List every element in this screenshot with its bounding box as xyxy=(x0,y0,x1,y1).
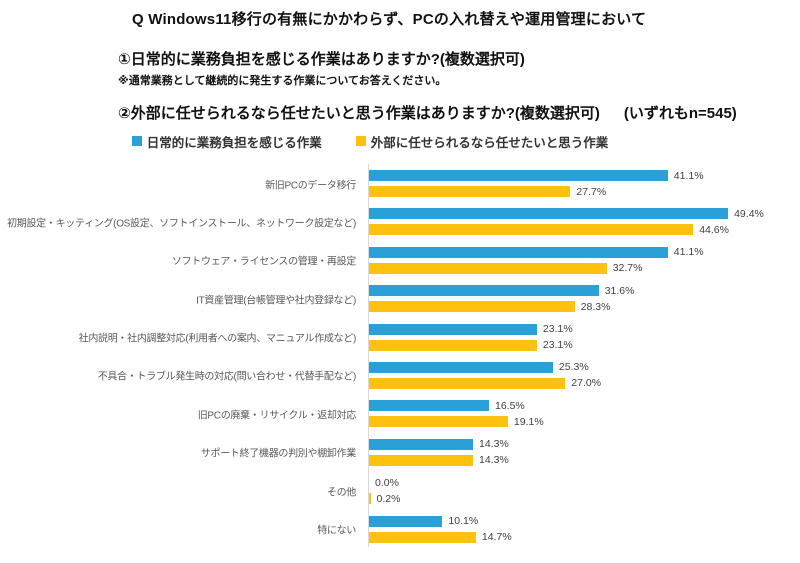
chart-header: Q Windows11移行の有無にかかわらず、PCの入れ替えや運用管理において … xyxy=(118,8,737,123)
bar-pair-row: 49.4% xyxy=(369,207,764,220)
legend-item-series2: 外部に任せられるなら任せたいと思う作業 xyxy=(355,132,609,151)
bar-daily-burden xyxy=(369,208,729,220)
value-label: 32.7% xyxy=(612,262,643,275)
bar-outsource-wish xyxy=(369,377,566,389)
value-label: 14.3% xyxy=(479,454,509,467)
bar-daily-burden xyxy=(369,323,537,335)
value-label: 0.2% xyxy=(376,492,401,505)
bar-daily-burden xyxy=(369,361,553,373)
bar-pair-row: 32.7% xyxy=(369,262,643,275)
category-label: 不具合・トラブル発生時の対応(問い合わせ・代替手配など) xyxy=(97,371,357,383)
value-label: 41.1% xyxy=(673,246,704,259)
sample-size-note: (いずれもn=545) xyxy=(623,105,737,122)
bar-outsource-wish xyxy=(369,262,607,274)
bar-daily-burden xyxy=(369,515,443,527)
question-2: ②外部に任せられるなら任せたいと思う作業はありますか?(複数選択可) xyxy=(118,105,600,122)
value-label: 49.4% xyxy=(734,207,764,220)
bar-pair-row: 14.7% xyxy=(369,531,512,544)
bar-pair-row: 23.1% xyxy=(369,339,573,352)
legend-swatch-icon xyxy=(355,136,366,146)
value-label: 14.3% xyxy=(479,438,509,451)
chart-row: 社内説明・社内調整対応(利用者への案内、マニュアル作成など) 23.1% 23.1% xyxy=(0,323,800,352)
chart-row: 特にない 10.1% 14.7% xyxy=(0,515,800,544)
bar-pair-row: 25.3% xyxy=(369,361,589,374)
bar-daily-burden xyxy=(369,400,489,412)
value-label: 23.1% xyxy=(542,323,573,336)
bar-pair-row: 23.1% xyxy=(369,323,573,336)
chart-legend: 日常的に業務負担を感じる作業 外部に任せられるなら任せたいと思う作業 xyxy=(0,132,800,151)
y-axis-line xyxy=(368,164,369,547)
bar-pair-row: 10.1% xyxy=(369,515,479,528)
chart-row: サポート終了機器の判別や棚卸作業 14.3% 14.3% xyxy=(0,438,800,467)
bar-pair-row: 27.0% xyxy=(369,377,602,390)
bar-outsource-wish xyxy=(369,301,575,313)
bar-outsource-wish xyxy=(369,186,571,197)
bar-daily-burden xyxy=(369,170,668,181)
category-label: ソフトウェア・ライセンスの管理・再設定 xyxy=(171,256,356,268)
bar-outsource-wish xyxy=(369,493,371,505)
category-label: 社内説明・社内調整対応(利用者への案内、マニュアル作成など) xyxy=(78,333,357,345)
bar-pair-row: 14.3% xyxy=(369,454,509,467)
legend-label: 日常的に業務負担を感じる作業 xyxy=(146,135,322,150)
chart-row: ソフトウェア・ライセンスの管理・再設定 41.1% 32.7% xyxy=(0,246,800,275)
value-label: 41.1% xyxy=(673,169,704,182)
bar-chart: 新旧PCのデータ移行 41.1% 27.7% 初期設定・キッティング(OS設定、ソフト… xyxy=(0,164,800,554)
bar-pair-row: 31.6% xyxy=(369,284,635,297)
page-title: Q Windows11移行の有無にかかわらず、PCの入れ替えや運用管理において xyxy=(132,11,647,28)
chart-row: 初期設定・キッティング(OS設定、ソフトインストール、ネットワーク設定など) 49… xyxy=(0,207,800,236)
chart-row: IT資産管理(台帳管理や社内登録など) 31.6% 28.3% xyxy=(0,284,800,313)
bar-outsource-wish xyxy=(369,416,508,428)
legend-item-series1: 日常的に業務負担を感じる作業 xyxy=(131,132,322,151)
bar-pair-row: 41.1% xyxy=(369,169,704,182)
bar-outsource-wish xyxy=(369,454,473,466)
value-label: 16.5% xyxy=(495,399,525,412)
chart-row: 不具合・トラブル発生時の対応(問い合わせ・代替手配など) 25.3% 27.0% xyxy=(0,361,800,390)
chart-row: 新旧PCのデータ移行 41.1% 27.7% xyxy=(0,169,800,198)
bar-outsource-wish xyxy=(369,339,537,351)
value-label: 27.0% xyxy=(571,377,602,390)
value-label: 0.0% xyxy=(375,476,399,489)
bar-pair-row: 16.5% xyxy=(369,399,525,412)
bar-daily-burden xyxy=(369,438,473,450)
legend-swatch-icon xyxy=(131,136,142,146)
chart-row: その他 0.0% 0.2% xyxy=(0,476,800,505)
value-label: 10.1% xyxy=(448,515,479,528)
bar-pair-row: 28.3% xyxy=(369,300,611,313)
value-label: 14.7% xyxy=(481,531,512,544)
value-label: 23.1% xyxy=(542,339,573,352)
bar-pair-row: 41.1% xyxy=(369,246,704,259)
category-label: 旧PCの廃棄・リサイクル・返却対応 xyxy=(197,410,357,422)
legend-label: 外部に任せられるなら任せたいと思う作業 xyxy=(370,135,609,150)
value-label: 28.3% xyxy=(580,300,611,313)
bar-outsource-wish xyxy=(369,531,476,543)
category-label: 初期設定・キッティング(OS設定、ソフトインストール、ネットワーク設定など) xyxy=(7,218,356,230)
bar-daily-burden xyxy=(369,246,668,258)
value-label: 27.7% xyxy=(576,185,607,198)
bar-pair-row: 0.0% xyxy=(369,476,399,489)
question-1: ①日常的に業務負担を感じる作業はありますか?(複数選択可) xyxy=(118,51,525,68)
value-label: 44.6% xyxy=(699,223,729,236)
bar-pair-row: 0.2% xyxy=(369,492,401,505)
value-label: 31.6% xyxy=(604,284,635,297)
bar-pair-row: 19.1% xyxy=(369,415,544,428)
category-label: その他 xyxy=(326,487,356,499)
bar-pair-row: 27.7% xyxy=(369,185,607,198)
bar-daily-burden xyxy=(369,285,599,297)
category-label: サポート終了機器の判別や棚卸作業 xyxy=(200,448,357,460)
chart-row: 旧PCの廃棄・リサイクル・返却対応 16.5% 19.1% xyxy=(0,399,800,428)
bar-pair-row: 44.6% xyxy=(369,223,729,236)
chart-rows: 新旧PCのデータ移行 41.1% 27.7% 初期設定・キッティング(OS設定、ソフト… xyxy=(0,169,800,544)
category-label: 新旧PCのデータ移行 xyxy=(265,180,356,191)
question-1-note: ※通常業務として継続的に発生する作業についてお答えください。 xyxy=(118,75,447,87)
category-label: IT資産管理(台帳管理や社内登録など) xyxy=(196,295,356,307)
question-2-row: ②外部に任せられるなら任せたいと思う作業はありますか?(複数選択可) (いずれもn… xyxy=(118,102,737,123)
bar-pair-row: 14.3% xyxy=(369,438,509,451)
value-label: 25.3% xyxy=(558,361,589,374)
category-label: 特にない xyxy=(317,525,356,537)
value-label: 19.1% xyxy=(513,415,544,428)
bar-outsource-wish xyxy=(369,224,694,236)
